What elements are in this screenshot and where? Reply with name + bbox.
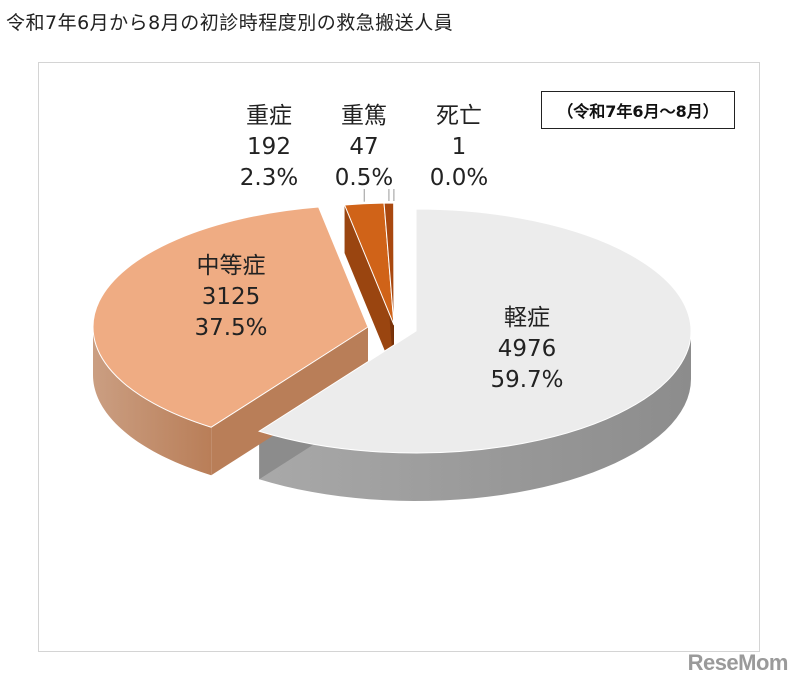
data-label-死亡: 死亡 1 0.0% (430, 103, 488, 191)
pie-chart: 軽症 4976 59.7% 中等症 3125 37.5% 重症 192 2.3% 重篤 47 0.5%… (92, 103, 692, 501)
pie-slice-side (259, 331, 691, 501)
pie-slice-wall (211, 327, 368, 476)
data-label-中等症: 中等症 3125 37.5% (194, 253, 267, 341)
chart-area: （令和7年6月～8月） 軽症 4976 59.7% 中等症 3125 37.5% 重症 192… (38, 62, 760, 652)
brand-logo: ReseMom (687, 650, 789, 675)
pie-slice-side (93, 327, 212, 476)
page-title: 令和7年6月から8月の初診時程度別の救急搬送人員 (6, 12, 454, 34)
pie-slice-軽症 (258, 208, 692, 454)
data-label-重篤: 重篤 47 0.5% (335, 103, 393, 191)
data-label-重症: 重症 192 2.3% (240, 103, 298, 191)
pie-slice-wall (344, 204, 394, 373)
pie-slice-中等症 (92, 206, 369, 428)
chart-period-label: （令和7年6月～8月） (541, 91, 735, 129)
data-label-軽症: 軽症 4976 59.7% (490, 305, 563, 393)
